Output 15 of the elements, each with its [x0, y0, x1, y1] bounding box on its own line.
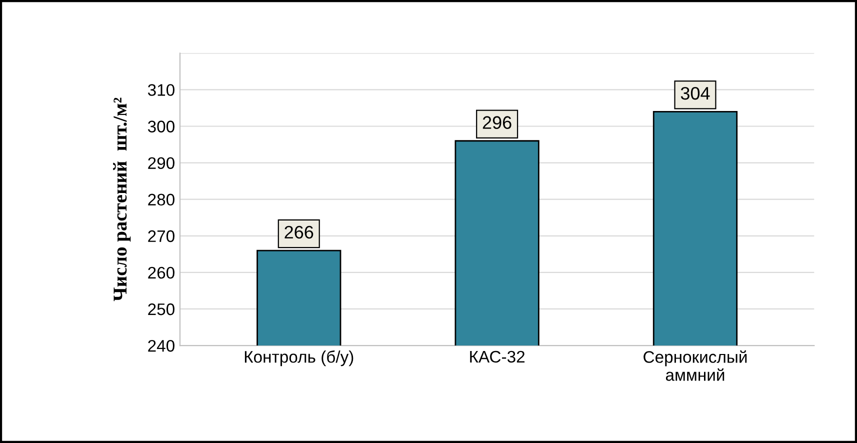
y-tick-label: 290 [148, 157, 174, 170]
y-tick-label: 270 [148, 230, 174, 242]
y-tick-label: 300 [148, 120, 174, 132]
y-axis-title: Число растений шт./м² [113, 98, 131, 302]
y-tick-label: 260 [148, 266, 174, 279]
y-tick-label: 250 [148, 303, 174, 316]
x-tick-label: Сернокислый аммний [644, 350, 747, 381]
y-tick-label: 240 [148, 340, 174, 352]
data-label: 296 [482, 116, 512, 129]
x-tick-label: Контроль (б/у) [244, 350, 354, 366]
x-tick-label: КАС-32 [470, 350, 525, 363]
data-label: 304 [680, 86, 710, 100]
y-tick-label: 280 [148, 194, 174, 206]
y-tick-label: 310 [148, 84, 174, 96]
data-label: 266 [284, 226, 314, 239]
